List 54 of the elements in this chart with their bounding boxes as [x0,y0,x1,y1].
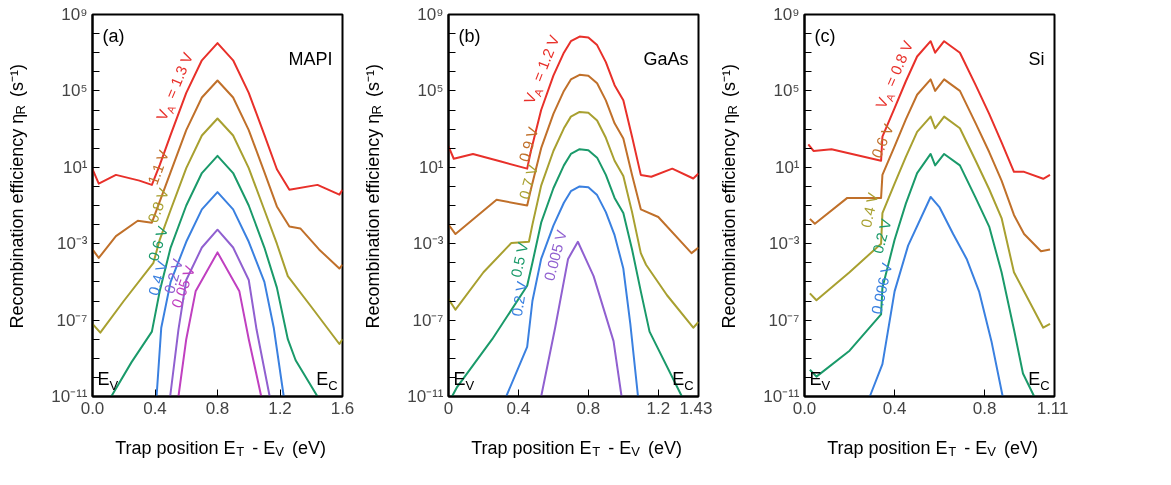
x-tick-label: 1.11 [1036,398,1069,418]
x-tick-label: 0.8 [205,398,230,418]
y-tick-label: 10⁹ [417,5,444,24]
text: 0.5 V [507,240,532,279]
annotation: Si [1028,48,1045,69]
y-axis-title: Recombination efficiency ηR (s⁻¹) [363,64,385,329]
text: 0.8 V [143,185,173,225]
text: 0.6 V [867,121,897,161]
x-tick-label: 0.4 [506,398,531,418]
line-series [808,115,1051,329]
line-series [92,117,343,346]
annotation: (a) [102,25,125,46]
x-tick-label: 1.2 [646,398,671,418]
y-tick-label: 10¹ [774,157,800,177]
text: VA = 0.8 V [871,38,917,112]
x-tick-label: 0.4 [143,398,167,418]
y-tick-label: 10⁻³ [768,234,800,254]
y-tick-label: 10⁻³ [412,234,444,254]
x-tick-label: 0.8 [576,398,601,418]
line-series [448,110,699,329]
x-tick-label: 1.43 [679,398,713,418]
annotation: (c) [814,25,836,46]
line-series [540,240,623,397]
y-tick-label: 10⁵ [773,81,800,101]
x-tick-label: 1.2 [268,398,292,418]
annotation: MAPI [288,48,333,69]
y-tick-label: 10⁵ [61,81,88,101]
x-tick-label: 0.8 [972,398,997,418]
line-series [808,78,1051,253]
y-tick-label: 10⁻⁷ [412,310,444,330]
y-axis-title: Recombination efficiency ηR (s⁻¹) [7,64,29,329]
y-tick-label: 10⁹ [61,5,88,24]
y-tick-label: 10⁻⁷ [56,310,88,330]
text: 1.1 V [143,148,173,187]
text: 0.005 V [540,228,570,283]
annotation: GaAs [643,48,689,69]
text: 0.2 V [507,280,531,318]
x-tick-label: 1.6 [330,398,355,418]
y-tick-label: 10¹ [62,157,88,177]
x-tick-label: 0.4 [882,398,907,418]
annotation: (b) [458,25,481,46]
y-tick-label: 10⁹ [773,5,800,24]
text: VA = 1.2 V [520,32,563,107]
y-tick-label: 10⁵ [417,81,444,101]
y-tick-label: 10⁻³ [56,234,88,254]
text: 0.006 V [867,261,896,316]
text: 0.7 V [515,162,542,202]
text: 0.9 V [515,125,542,164]
y-tick-label: 10⁻¹¹ [407,387,444,406]
y-axis-title: Recombination efficiency ηR (s⁻¹) [719,64,741,329]
x-tick-label: 0 [443,398,454,418]
y-tick-label: 10⁻⁷ [768,310,800,330]
text: VA = 1.3 V [152,50,197,123]
y-tick-label: 10¹ [418,157,444,177]
